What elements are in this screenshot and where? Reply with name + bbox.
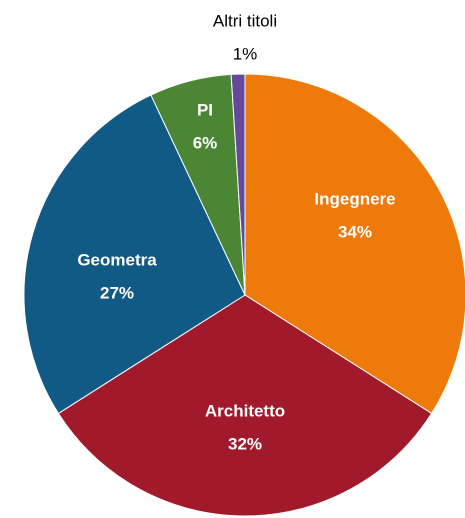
slice-value-label: 1% xyxy=(233,44,258,63)
slice-value-label: 27% xyxy=(100,283,134,302)
slice-value-label: 32% xyxy=(228,434,262,453)
slice-label: PI xyxy=(197,100,213,119)
pie-slice xyxy=(244,73,465,415)
slice-label: Ingegnere xyxy=(314,189,395,208)
slice-value-label: 6% xyxy=(193,133,218,152)
pie-slice xyxy=(230,73,246,296)
pie-slice xyxy=(23,94,246,415)
pie-slice xyxy=(57,294,433,517)
slice-label: Architetto xyxy=(205,401,285,420)
slice-label: Geometra xyxy=(77,250,157,269)
slice-label: Altri titoli xyxy=(213,11,277,30)
slice-value-label: 34% xyxy=(338,222,372,241)
